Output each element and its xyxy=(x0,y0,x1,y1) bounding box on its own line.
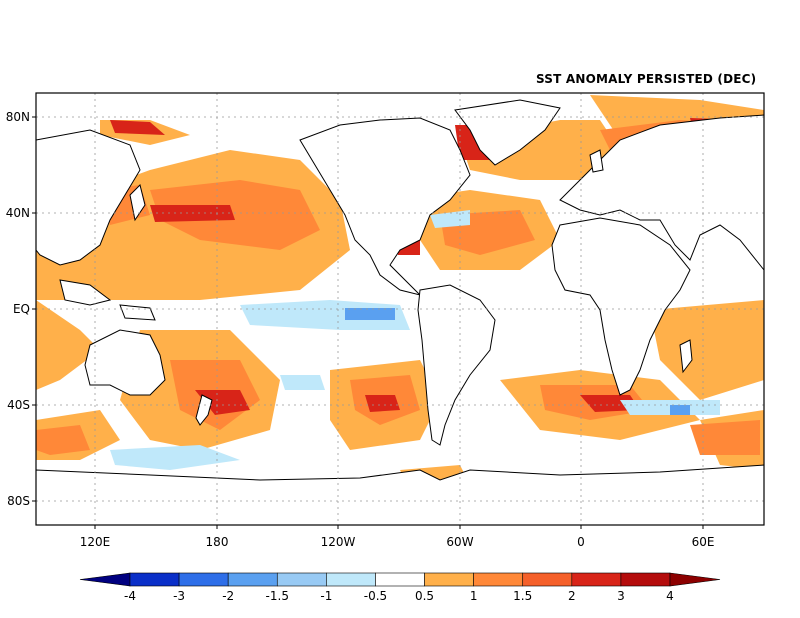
land-masses xyxy=(36,99,764,525)
colorbar-segment-max xyxy=(669,572,721,587)
lon-label-180: 180 xyxy=(206,535,229,549)
colorbar-level-label: -1.5 xyxy=(266,589,289,603)
colorbar-segment xyxy=(178,572,229,587)
lat-ticks xyxy=(32,116,36,502)
lon-label-60e: 60E xyxy=(692,535,715,549)
lat-label-40s: 40S xyxy=(7,398,30,412)
lon-ticks xyxy=(94,525,704,529)
indonesia xyxy=(59,279,112,306)
new-zealand xyxy=(195,394,213,426)
colorbar: -4 -3 -2 -1.5 -1 -0.5 0.5 1 1.5 2 3 4 xyxy=(79,572,721,603)
british-isles xyxy=(589,149,604,173)
colorbar-level-label: 0.5 xyxy=(415,589,434,603)
anomaly-field xyxy=(36,95,764,525)
colorbar-level-label: 1 xyxy=(470,589,478,603)
colorbar-segment-min xyxy=(79,572,131,587)
colorbar-segment xyxy=(276,572,327,587)
colorbar-level-label: 3 xyxy=(617,589,625,603)
lon-label-60w: 60W xyxy=(446,535,473,549)
lat-label-40n: 40N xyxy=(6,206,30,220)
colorbar-level-label: 1.5 xyxy=(513,589,532,603)
colorbar-segment xyxy=(227,572,278,587)
africa xyxy=(551,217,691,396)
lat-label-80s: 80S xyxy=(7,494,30,508)
lat-label-80n: 80N xyxy=(6,110,30,124)
colorbar-segment xyxy=(129,572,180,587)
colorbar-level-label: -0.5 xyxy=(364,589,387,603)
lat-label-eq: EQ xyxy=(13,302,30,316)
new-guinea xyxy=(119,304,156,321)
colorbar-level-label: -3 xyxy=(173,589,185,603)
colorbar-level-label: -1 xyxy=(320,589,332,603)
colorbar-segment xyxy=(571,572,622,587)
colorbar-segment xyxy=(522,572,573,587)
anomaly-negative-weak xyxy=(110,210,720,470)
east-asia xyxy=(36,129,141,266)
lon-label-0: 0 xyxy=(577,535,585,549)
lon-label-120e: 120E xyxy=(80,535,111,549)
colorbar-level-label: 2 xyxy=(568,589,576,603)
colorbar-level-label: 4 xyxy=(666,589,674,603)
south-america xyxy=(417,284,496,446)
colorbar-level-label: -4 xyxy=(124,589,136,603)
antarctica xyxy=(36,464,764,525)
colorbar-segment xyxy=(375,572,425,587)
colorbar-segment xyxy=(473,572,524,587)
colorbar-segment xyxy=(620,572,671,587)
grid-lines xyxy=(36,93,764,525)
anomaly-negative-moderate xyxy=(345,308,690,415)
north-america xyxy=(299,117,471,296)
madagascar xyxy=(679,339,693,374)
colorbar-segment xyxy=(424,572,474,587)
map-title: SST ANOMALY PERSISTED (DEC) xyxy=(536,72,757,86)
greenland xyxy=(454,99,561,166)
lon-label-120w: 120W xyxy=(321,535,356,549)
colorbar-segment xyxy=(326,572,376,587)
colorbar-level-label: -2 xyxy=(222,589,234,603)
australia xyxy=(84,329,166,396)
japan xyxy=(129,184,146,222)
eurasia xyxy=(559,114,764,271)
